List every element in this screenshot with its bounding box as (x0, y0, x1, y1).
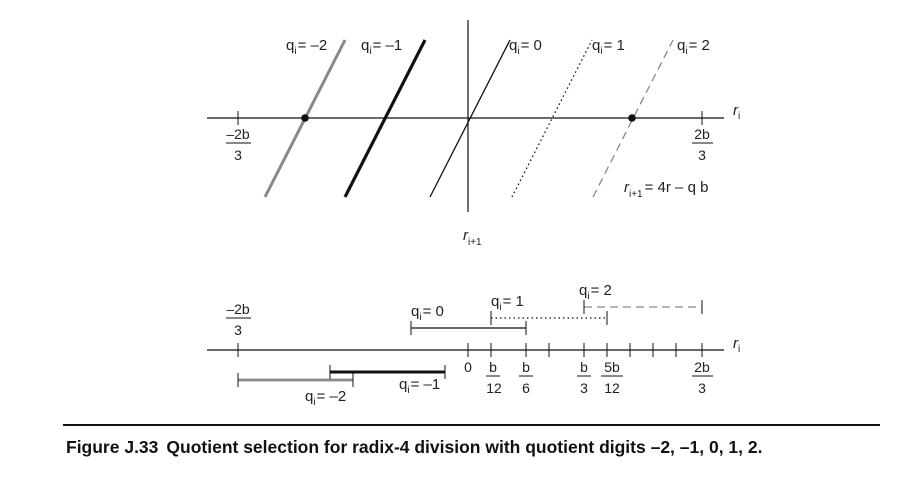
bottom-left-tick-num: –2b (226, 301, 250, 317)
top-left-tick-den: 3 (234, 147, 242, 163)
top-x-axis-label: ri (733, 102, 740, 122)
top-dot-right (628, 114, 636, 122)
interval-q-minus1 (329, 365, 446, 379)
top-line-q-2 (592, 39, 674, 198)
svg-text:12: 12 (604, 380, 620, 396)
interval-q-minus2 (237, 373, 354, 387)
svg-text:b: b (580, 359, 588, 375)
bottom-left-tick-den: 3 (234, 322, 242, 338)
top-y-axis-label: ri+1 (463, 227, 482, 248)
svg-text:3: 3 (580, 380, 588, 396)
radix4-quotient-selection-diagram: qi= –2 qi= –1 qi= 0 qi= 1 qi= 2 ri ri+1 … (207, 20, 740, 408)
svg-text:6: 6 (522, 380, 530, 396)
bottom-axis-ticks (237, 343, 703, 357)
tick-label-5b12: 5b 12 (601, 359, 623, 396)
bottom-label-q-minus1: qi= –1 (399, 376, 440, 396)
caption-divider (63, 424, 880, 426)
figure-caption-text: Quotient selection for radix-4 division … (166, 437, 763, 457)
top-label-q-1: qi= 1 (592, 37, 625, 57)
interval-q-0 (410, 321, 527, 335)
svg-text:5b: 5b (604, 359, 620, 375)
top-right-tick-num: 2b (694, 126, 710, 142)
top-plot: qi= –2 qi= –1 qi= 0 qi= 1 qi= 2 ri ri+1 … (207, 20, 740, 248)
tick-label-b3: b 3 (577, 359, 591, 396)
bottom-x-axis-label: ri (733, 335, 740, 355)
top-label-q-2: qi= 2 (677, 37, 710, 57)
top-label-q-minus1: qi= –1 (361, 37, 402, 57)
top-line-q-0 (429, 39, 511, 198)
bottom-zero-label: 0 (464, 359, 472, 375)
top-label-q-0: qi= 0 (509, 37, 542, 57)
top-dot-left (301, 114, 309, 122)
interval-q-2 (583, 300, 703, 314)
top-line-q-minus1 (343, 39, 427, 198)
bottom-label-q-0: qi= 0 (411, 303, 444, 323)
top-right-tick-den: 3 (698, 147, 706, 163)
top-formula: ri+1 = 4r – q b (624, 179, 708, 200)
top-label-q-minus2: qi= –2 (286, 37, 327, 57)
figure-caption: Figure J.33 Quotient selection for radix-… (66, 437, 916, 458)
bottom-plot: qi= –2 qi= –1 qi= 0 qi= 1 qi= 2 ri –2b 3… (207, 282, 740, 408)
top-left-tick-num: –2b (226, 126, 250, 142)
tick-label-b12: b 12 (486, 359, 502, 396)
svg-text:2b: 2b (694, 359, 710, 375)
svg-text:3: 3 (698, 380, 706, 396)
figure-caption-label: Figure J.33 (66, 437, 159, 457)
svg-text:b: b (522, 359, 530, 375)
svg-text:12: 12 (486, 380, 502, 396)
bottom-label-q-2: qi= 2 (579, 282, 612, 302)
bottom-label-q-minus2: qi= –2 (305, 388, 346, 408)
interval-q-1 (490, 311, 608, 325)
tick-label-b6: b 6 (519, 359, 533, 396)
bottom-label-q-1: qi= 1 (491, 293, 524, 313)
tick-label-2b3: 2b 3 (692, 359, 713, 396)
svg-text:b: b (489, 359, 497, 375)
